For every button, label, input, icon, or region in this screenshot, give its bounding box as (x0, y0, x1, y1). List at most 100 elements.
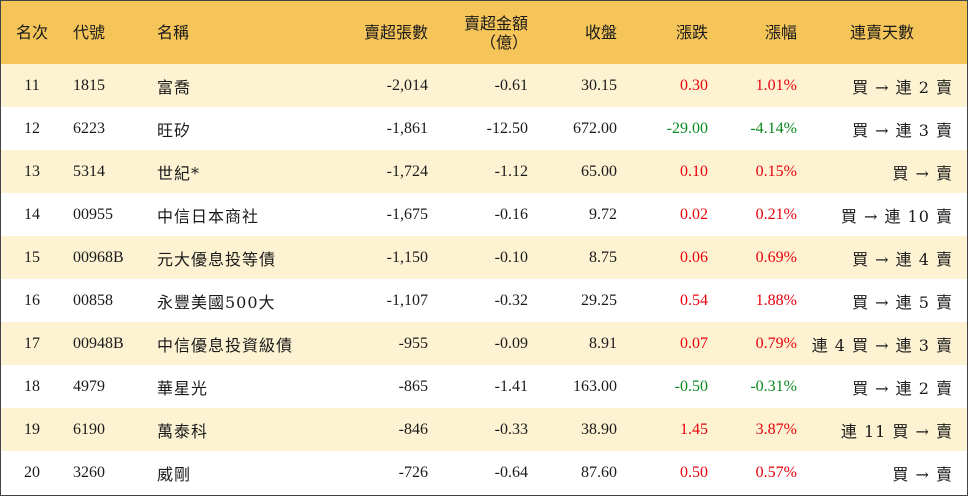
rank-cell: 16 (24, 291, 40, 309)
table-row[interactable]: 18 4979 華星光 -865 -1.41 163.00 -0.50 -0.31% 買 → 連… (1, 365, 967, 408)
net-sell-amount-cell: -1.41 (494, 377, 528, 395)
rank-cell: 15 (24, 248, 40, 266)
net-sell-amount-cell: -0.09 (494, 334, 528, 352)
code-cell: 6190 (73, 420, 105, 438)
rank-cell: 12 (24, 119, 40, 137)
close-cell: 8.75 (589, 248, 617, 266)
header-change-pct[interactable]: 漲幅 (764, 23, 797, 42)
table-row[interactable]: 13 5314 世紀* -1,724 -1.12 65.00 0.10 0.15% 買 → 賣 (1, 150, 967, 193)
table-row[interactable]: 12 6223 旺矽 -1,861 -12.50 672.00 -29.00 -4.14% 買 … (1, 107, 967, 150)
net-sell-amount-cell: -1.12 (494, 162, 528, 180)
code-cell: 00948B (73, 334, 124, 352)
name-cell: 元大優息投等債 (157, 249, 277, 269)
code-cell: 5314 (73, 162, 105, 180)
header-change[interactable]: 漲跌 (675, 23, 708, 42)
streak-cell: 連 11 買 → 賣 (840, 421, 953, 441)
close-cell: 38.90 (581, 420, 617, 438)
header-streak[interactable]: 連賣天數 (849, 23, 914, 42)
change-cell: 0.50 (680, 463, 708, 481)
code-cell: 4979 (73, 377, 105, 395)
name-cell: 世紀* (157, 163, 201, 183)
net-sell-shares-cell: -1,150 (386, 248, 428, 266)
table-row[interactable]: 15 00968B 元大優息投等債 -1,150 -0.10 8.75 0.06 0.69% 買… (1, 236, 967, 279)
change-cell: 0.30 (680, 76, 708, 94)
rank-cell: 13 (24, 162, 40, 180)
change-pct-cell: -0.31% (750, 377, 797, 395)
streak-cell: 買 → 連 5 賣 (852, 292, 953, 312)
streak-cell: 買 → 連 2 賣 (852, 378, 953, 398)
change-pct-cell: 0.21% (755, 205, 797, 223)
change-cell: 0.07 (680, 334, 708, 352)
code-cell: 3260 (73, 463, 105, 481)
close-cell: 8.91 (589, 334, 617, 352)
change-cell: 0.06 (680, 248, 708, 266)
streak-cell: 買 → 連 2 賣 (852, 77, 953, 97)
net-sell-amount-cell: -0.33 (494, 420, 528, 438)
change-cell: -29.00 (666, 119, 708, 137)
change-cell: 0.02 (680, 205, 708, 223)
net-sell-shares-cell: -1,861 (386, 119, 428, 137)
change-pct-cell: 0.79% (755, 334, 797, 352)
code-cell: 00955 (73, 205, 113, 223)
net-sell-shares-cell: -1,107 (386, 291, 428, 309)
name-cell: 旺矽 (157, 120, 192, 140)
net-sell-shares-cell: -955 (398, 334, 428, 352)
close-cell: 65.00 (581, 162, 617, 180)
table-row[interactable]: 17 00948B 中信優息投資級債 -955 -0.09 8.91 0.07 0.79% 連 … (1, 322, 967, 365)
change-pct-cell: 0.69% (755, 248, 797, 266)
table-row[interactable]: 19 6190 萬泰科 -846 -0.33 38.90 1.45 3.87% 連 11 買 →… (1, 408, 967, 451)
rank-cell: 11 (24, 76, 40, 94)
close-cell: 30.15 (581, 76, 617, 94)
change-pct-cell: 3.87% (755, 420, 797, 438)
close-cell: 163.00 (573, 377, 617, 395)
header-net-sell-shares[interactable]: 賣超張數 (363, 23, 428, 42)
close-cell: 87.60 (581, 463, 617, 481)
header-rank[interactable]: 名次 (15, 23, 48, 42)
net-sell-amount-cell: -0.64 (494, 463, 528, 481)
streak-cell: 買 → 賣 (892, 464, 953, 484)
close-cell: 29.25 (581, 291, 617, 309)
table-row[interactable]: 11 1815 富喬 -2,014 -0.61 30.15 0.30 1.01% 買 → 連 2… (1, 64, 967, 107)
net-sell-shares-cell: -1,724 (386, 162, 428, 180)
name-cell: 華星光 (157, 378, 209, 398)
rank-cell: 19 (24, 420, 40, 438)
net-sell-shares-cell: -846 (398, 420, 428, 438)
streak-cell: 買 → 連 4 賣 (852, 249, 953, 269)
change-pct-cell: 0.15% (755, 162, 797, 180)
table-row[interactable]: 16 00858 永豐美國500大 -1,107 -0.32 29.25 0.54 1.88%… (1, 279, 967, 322)
name-cell: 永豐美國500大 (157, 292, 276, 312)
header-name[interactable]: 名稱 (157, 23, 190, 42)
net-sell-amount-cell: -0.61 (494, 76, 528, 94)
table-row[interactable]: 14 00955 中信日本商社 -1,675 -0.16 9.72 0.02 0.21% 買 →… (1, 193, 967, 236)
net-sell-amount-cell: -0.16 (494, 205, 528, 223)
change-pct-cell: 1.88% (755, 291, 797, 309)
header-close[interactable]: 收盤 (584, 23, 617, 42)
header-net-sell-amount[interactable]: 賣超金額 （億） (428, 1, 528, 64)
table-row[interactable]: 20 3260 威剛 -726 -0.64 87.60 0.50 0.57% 買 → 賣 (1, 451, 967, 494)
streak-cell: 買 → 連 10 賣 (840, 206, 953, 226)
header-code[interactable]: 代號 (73, 23, 106, 42)
rank-cell: 20 (24, 463, 40, 481)
rank-cell: 18 (24, 377, 40, 395)
name-cell: 中信日本商社 (157, 206, 260, 226)
change-cell: 0.10 (680, 162, 708, 180)
header-net-sell-amount-line2: （億） (479, 32, 528, 52)
net-sell-amount-cell: -0.32 (494, 291, 528, 309)
streak-cell: 連 4 買 → 連 3 賣 (811, 335, 953, 355)
name-cell: 中信優息投資級債 (157, 335, 294, 355)
name-cell: 威剛 (157, 464, 192, 484)
rank-cell: 14 (24, 205, 40, 223)
net-sell-shares-cell: -726 (398, 463, 428, 481)
net-sell-amount-cell: -0.10 (494, 248, 528, 266)
header-row: 名次 代號 名稱 賣超張數 賣超金額 （億） 收盤 漲跌 漲幅 連賣天數 (1, 1, 967, 64)
code-cell: 1815 (73, 76, 105, 94)
code-cell: 6223 (73, 119, 105, 137)
close-cell: 672.00 (573, 119, 617, 137)
change-cell: 0.54 (680, 291, 708, 309)
change-pct-cell: 1.01% (755, 76, 797, 94)
streak-cell: 買 → 賣 (892, 163, 953, 183)
change-cell: 1.45 (680, 420, 708, 438)
name-cell: 富喬 (157, 77, 192, 97)
